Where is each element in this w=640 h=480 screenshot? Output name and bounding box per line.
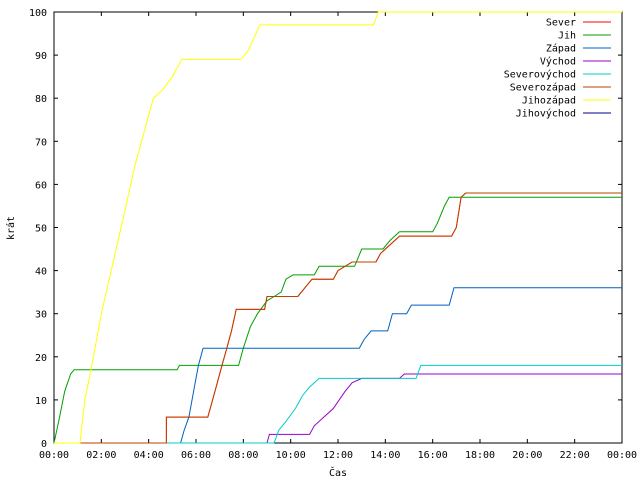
series-line-5 <box>54 364 622 444</box>
x-tick-label: 06:00 <box>181 450 211 461</box>
y-tick-label: 50 <box>35 224 47 235</box>
y-tick-label: 80 <box>35 94 47 105</box>
y-tick-label: 10 <box>35 396 47 407</box>
legend-label: Sever <box>546 18 576 29</box>
series-line-3 <box>54 287 622 444</box>
x-tick-label: 04:00 <box>134 450 164 461</box>
x-tick-label: 16:00 <box>418 450 448 461</box>
x-tick-label: 18:00 <box>465 450 495 461</box>
y-tick-label: 90 <box>35 51 47 62</box>
legend-label: Jihozápad <box>522 95 576 107</box>
y-tick-label: 20 <box>35 353 47 364</box>
legend-label: Západ <box>546 43 576 55</box>
series-line-4 <box>54 373 622 444</box>
series-lines <box>53 11 622 444</box>
x-tick-label: 12:00 <box>323 450 353 461</box>
legend-label: Jih <box>558 31 576 42</box>
y-tick-label: 70 <box>35 137 47 148</box>
y-tick-label: 100 <box>29 8 47 19</box>
y-axis-label: krát <box>5 216 17 240</box>
x-tick-label: 10:00 <box>276 450 306 461</box>
series-line-6 <box>54 192 622 444</box>
y-axis: 0 10 20 30 40 50 60 70 80 90 100 <box>29 8 622 450</box>
x-axis-label: Čas <box>329 466 347 479</box>
x-tick-label: 00:00 <box>39 450 69 461</box>
x-tick-label: 08:00 <box>228 450 258 461</box>
legend-label: Jihovýchod <box>516 108 576 120</box>
x-tick-label: 22:00 <box>560 450 590 461</box>
legend-label: Severozápad <box>510 82 576 94</box>
series-line-7 <box>54 11 622 444</box>
series-line-2 <box>53 196 622 444</box>
x-tick-label: 20:00 <box>512 450 542 461</box>
legend-label: Severovýchod <box>504 69 576 81</box>
x-tick-label: 00:00 <box>607 450 637 461</box>
x-tick-label: 02:00 <box>86 450 116 461</box>
series-line-1 <box>54 192 622 444</box>
y-tick-label: 40 <box>35 267 47 278</box>
x-tick-label: 14:00 <box>370 450 400 461</box>
x-axis: 00:00 02:00 04:00 06:00 08:00 10:00 12:00 14:00… <box>39 12 637 461</box>
legend: Sever JihZápadVýchodSeverovýchodSeverozáp… <box>504 18 611 120</box>
y-tick-label: 30 <box>35 310 47 321</box>
y-tick-label: 60 <box>35 180 47 191</box>
y-tick-label: 0 <box>41 439 47 450</box>
legend-label: Východ <box>540 56 576 68</box>
